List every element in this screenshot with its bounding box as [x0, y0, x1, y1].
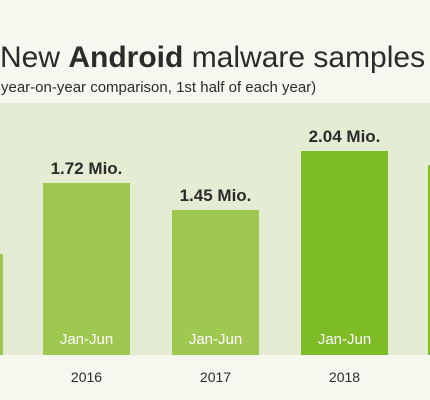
x-tick-label-2017: 2017 [200, 369, 231, 385]
bar-partial-left [0, 254, 3, 355]
title-suffix: malware samples [191, 41, 426, 74]
title-brand: Android [68, 41, 184, 74]
period-label-2017: Jan-Jun [189, 331, 242, 348]
value-label-2018: 2.04 Mio. [309, 127, 381, 146]
period-label-2016: Jan-Jun [60, 331, 113, 348]
axis-band [0, 355, 430, 400]
title-band [0, 0, 430, 103]
x-tick-label-2016: 2016 [71, 369, 102, 385]
bar-2018 [301, 151, 388, 355]
bar-2017 [172, 210, 259, 355]
value-label-2016: 1.72 Mio. [51, 159, 123, 178]
period-label-2018: Jan-Jun [318, 331, 371, 348]
x-tick-label-2018: 2018 [329, 369, 360, 385]
chart-subtitle: year-on-year comparison, 1st half of eac… [1, 79, 317, 96]
value-label-2017: 1.45 Mio. [180, 186, 252, 205]
bar-2016 [43, 183, 130, 355]
chart-title: New Android malware samples [0, 38, 425, 78]
bar-partial-right [428, 165, 430, 355]
title-prefix: New [0, 41, 61, 74]
